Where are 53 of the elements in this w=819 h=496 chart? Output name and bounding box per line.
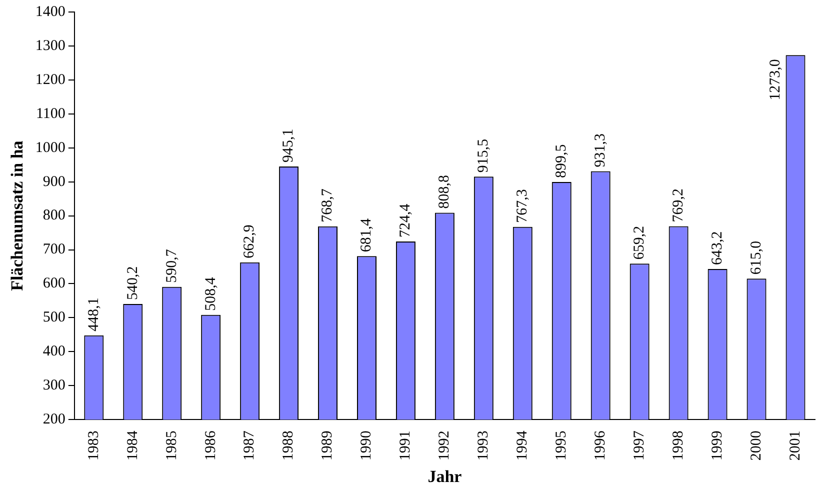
data-label: 659,2 — [632, 226, 648, 260]
data-label: 808,8 — [436, 175, 453, 209]
x-tick-label: 1987 — [242, 430, 258, 461]
data-label: 540,2 — [124, 266, 141, 300]
x-tick-label: 1999 — [709, 430, 726, 461]
data-label: 508,4 — [202, 276, 219, 311]
x-axis-title: Jahr — [428, 467, 462, 486]
data-label: 615,0 — [748, 240, 764, 275]
x-tick-label: 1989 — [320, 430, 336, 461]
y-tick-label: 1200 — [35, 72, 66, 88]
data-label: 945,1 — [280, 128, 297, 163]
data-label: 724,4 — [398, 203, 414, 238]
x-tick-label: 2001 — [787, 430, 804, 461]
y-tick-label: 800 — [42, 208, 66, 224]
x-tick-label: 1995 — [554, 430, 570, 461]
y-tick-label: 600 — [42, 276, 66, 292]
x-tick-label: 2000 — [748, 430, 764, 461]
data-label: 899,5 — [554, 144, 570, 178]
y-tick-label: 700 — [42, 242, 66, 258]
y-tick-label: 1000 — [35, 140, 66, 156]
x-tick-label: 1997 — [632, 430, 648, 461]
x-tick-label: 1985 — [164, 430, 180, 461]
data-label: 768,7 — [320, 188, 336, 222]
y-axis-title: Flächenumsatz in ha — [8, 140, 27, 291]
x-tick-label: 1990 — [358, 430, 375, 461]
x-tick-label: 1998 — [670, 430, 687, 461]
y-tick-label: 1100 — [36, 106, 66, 122]
data-label: 662,9 — [242, 224, 258, 258]
data-label: 1273,0 — [768, 59, 784, 100]
x-tick-label: 1993 — [476, 430, 492, 461]
x-tick-label: 1983 — [86, 430, 102, 461]
data-label: 448,1 — [86, 298, 102, 332]
x-tick-label: 1992 — [436, 430, 453, 461]
data-label: 643,2 — [709, 231, 726, 266]
data-label: 681,4 — [358, 218, 375, 252]
data-label: 767,3 — [514, 189, 531, 223]
y-tick-label: 300 — [42, 378, 66, 394]
x-tick-label: 1988 — [280, 430, 297, 461]
y-tick-label: 500 — [42, 310, 66, 326]
y-tick-label: 400 — [42, 344, 66, 360]
data-label: 590,7 — [164, 248, 180, 283]
data-label: 769,2 — [670, 188, 687, 222]
data-label: 931,3 — [592, 133, 609, 168]
x-tick-label: 1996 — [592, 430, 609, 461]
y-tick-label: 1300 — [35, 38, 66, 54]
x-tick-label: 1984 — [124, 430, 141, 461]
y-tick-label: 1400 — [35, 4, 66, 20]
y-tick-label: 900 — [42, 174, 66, 190]
x-tick-label: 1994 — [514, 430, 531, 461]
data-label: 915,5 — [476, 138, 492, 173]
y-tick-label: 200 — [42, 412, 66, 428]
x-tick-label: 1991 — [398, 430, 414, 461]
x-tick-label: 1986 — [202, 430, 219, 461]
